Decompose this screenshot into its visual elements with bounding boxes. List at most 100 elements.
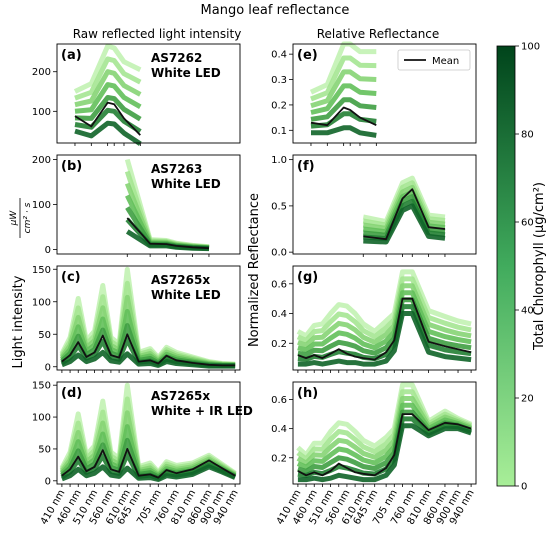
y-tick-label: 0.4 [271, 309, 287, 320]
sensor-name-line: AS7265x [151, 273, 210, 287]
mean-line [74, 101, 141, 136]
sample-trace [362, 184, 446, 231]
sensor-name-line: AS7265x [151, 389, 210, 403]
left-y-axis-unit-numerator: μW [9, 210, 19, 227]
legend-box [397, 49, 471, 71]
colorbar-tick-label: 20 [521, 394, 534, 405]
sample-trace [60, 464, 237, 482]
y-tick-label: 1.0 [271, 155, 287, 166]
colorbar-tick-label: 40 [521, 306, 534, 317]
y-tick-label: 0 [45, 362, 51, 373]
y-tick-label: 0.1 [271, 126, 287, 137]
y-tick-label: 0.0 [271, 248, 287, 259]
panel-letter: (f) [297, 159, 315, 174]
sample-trace [297, 297, 472, 358]
colorbar-gradient [496, 45, 516, 487]
panel-h: 0.2 0.4 0.6 (h) [271, 381, 477, 487]
sample-trace [296, 276, 472, 343]
sample-trace [297, 283, 472, 348]
sample-trace [362, 175, 446, 225]
figure-title: Mango leaf reflectance [201, 3, 350, 18]
panel-e: 0.1 0.2 0.3 0.4 (e) Mean [271, 41, 477, 146]
y-tick-label: 0.6 [271, 395, 287, 406]
mean-line [61, 447, 236, 479]
panel-letter: (c) [61, 270, 81, 285]
sample-trace [363, 194, 446, 238]
panel-letter: (e) [297, 48, 318, 63]
mean-line [297, 413, 472, 477]
sample-trace [296, 269, 472, 339]
panel-letter: (a) [61, 48, 82, 63]
sample-trace [310, 69, 377, 109]
panel-letter: (h) [297, 386, 318, 401]
sample-trace [363, 203, 446, 245]
y-tick-label: 100 [32, 297, 51, 308]
y-tick-label: 0.3 [271, 75, 287, 86]
y-tick-label: 50 [38, 444, 51, 455]
sensor-name-line: AS7263 [151, 162, 202, 176]
mean-line [61, 333, 236, 367]
sample-trace [310, 97, 377, 122]
sensor-name-line: White LED [151, 288, 221, 302]
mean-line [126, 217, 210, 250]
sample-trace [74, 69, 142, 108]
column-title-relative: Relative Reflectance [317, 27, 440, 41]
axes-frame [56, 43, 241, 144]
panel-f: 0.0 0.5 1.0 (f) [271, 154, 477, 259]
sensor-name-line: White + IR LED [151, 404, 253, 418]
left-y-axis-label: Light intensity [11, 275, 26, 368]
sample-trace [74, 56, 142, 101]
sample-trace [297, 290, 472, 353]
column-title-raw: Raw reflected light intensity [73, 27, 242, 41]
panel-letter: (g) [297, 270, 318, 285]
panel-g: 0.2 0.4 0.6 (g) [271, 265, 477, 373]
y-tick-label: 150 [32, 381, 51, 392]
sample-trace [297, 423, 472, 483]
sensor-name-line: White LED [151, 177, 221, 191]
y-tick-label: 150 [32, 265, 51, 276]
colorbar-tick-label: 100 [521, 42, 540, 53]
panel-letter: (d) [61, 386, 82, 401]
y-tick-label: 0.4 [271, 50, 287, 61]
y-tick-label: 0 [45, 476, 51, 487]
colorbar-ticks: 0 20 40 60 80 100 [515, 42, 540, 493]
y-tick-label: 100 [32, 107, 51, 118]
axes-frame [292, 265, 477, 371]
y-tick-label: 200 [32, 67, 51, 78]
y-tick-label: 200 [32, 155, 51, 166]
axes-frame [292, 43, 477, 144]
sample-trace [311, 125, 377, 138]
sample-trace [74, 120, 142, 146]
y-tick-label: 0.2 [271, 453, 287, 464]
sample-trace [73, 43, 142, 94]
colorbar-tick-label: 0 [521, 482, 527, 493]
colorbar-tick-label: 60 [521, 218, 534, 229]
y-tick-label: 50 [38, 330, 51, 341]
y-tick-label: 0.2 [271, 339, 287, 350]
sensor-name-line: White LED [151, 66, 221, 80]
y-tick-label: 0.2 [271, 100, 287, 111]
y-tick-label: 0.6 [271, 279, 287, 290]
sensor-name-line: AS7262 [151, 51, 202, 65]
mean-line [310, 106, 377, 127]
sample-trace [60, 349, 236, 369]
mean-line [363, 188, 446, 241]
axes-frame [56, 381, 241, 485]
axes-frame [292, 154, 477, 255]
axes-frame [56, 265, 241, 371]
sample-trace [74, 82, 142, 114]
colorbar: 0 20 40 60 80 100 Total Chlorophyll (μg/cm²) [496, 42, 547, 493]
panel-letter: (b) [61, 159, 82, 174]
sample-trace [310, 55, 377, 102]
left-y-axis-unit-denominator: cm² · s [23, 202, 33, 233]
right-y-axis-label: Normalized Reflectance [247, 193, 262, 347]
sample-trace [74, 95, 142, 122]
axes-frame [292, 381, 477, 485]
colorbar-tick-label: 80 [521, 130, 534, 141]
